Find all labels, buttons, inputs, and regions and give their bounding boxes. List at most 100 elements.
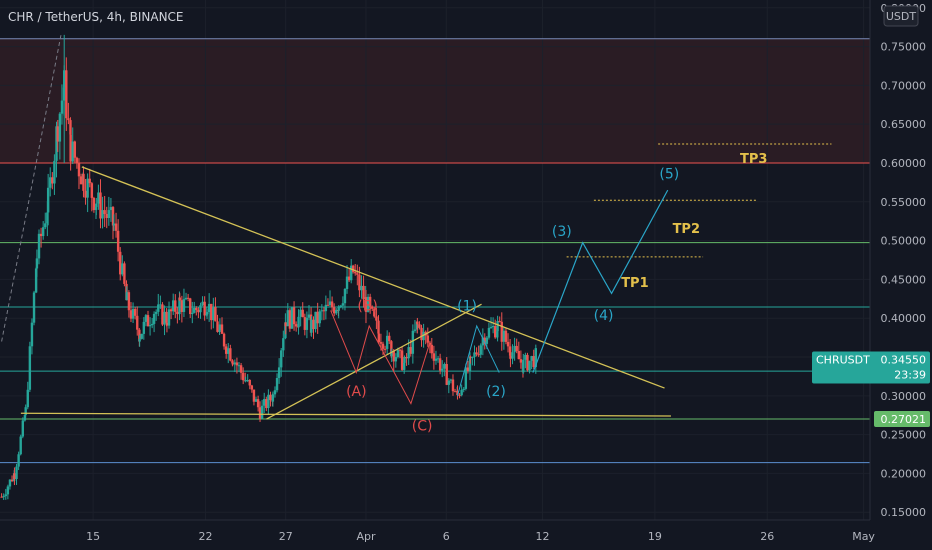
- candle-body: [394, 357, 398, 362]
- candle-body: [528, 360, 531, 371]
- candle-body: [398, 349, 402, 351]
- candle-body: [154, 311, 158, 314]
- candle-body: [37, 233, 41, 259]
- candle-body: [99, 192, 102, 219]
- candle-body: [86, 178, 89, 198]
- candle-body: [144, 315, 148, 322]
- candle-body: [377, 333, 381, 343]
- tp-label: TP3: [740, 152, 767, 167]
- candle-body: [307, 314, 311, 318]
- candle-body: [13, 473, 16, 480]
- candle-body: [6, 486, 10, 495]
- candle-body: [436, 358, 440, 360]
- candle-body: [456, 390, 459, 396]
- candle-body: [477, 354, 480, 356]
- candle-body: [513, 345, 516, 353]
- candle-body: [44, 223, 47, 228]
- candle-body: [381, 343, 385, 349]
- candle-body: [496, 320, 499, 332]
- candle-body: [322, 310, 326, 312]
- currency-button[interactable]: USDT: [883, 5, 919, 27]
- candle-body: [56, 126, 59, 142]
- candle-body: [220, 324, 224, 334]
- candle-body: [453, 391, 457, 393]
- symbol-label: CHRUSDT: [816, 354, 870, 367]
- candle-body: [250, 385, 254, 390]
- candle-body: [51, 177, 54, 184]
- candle-body: [350, 265, 353, 281]
- candle-body: [205, 312, 209, 315]
- candle-body: [111, 207, 115, 226]
- candle-body: [235, 362, 239, 366]
- candle-body: [140, 333, 143, 339]
- candle-body: [129, 310, 133, 319]
- candle-body: [277, 367, 281, 378]
- candle-body: [316, 311, 319, 324]
- candle-body: [260, 405, 264, 419]
- candle-body: [368, 296, 372, 307]
- candle-body: [396, 349, 400, 358]
- candle-body: [2, 496, 5, 498]
- candle-body: [191, 312, 194, 315]
- candle-body: [26, 389, 29, 408]
- candle-body: [218, 324, 222, 331]
- candle-body: [109, 207, 113, 211]
- candle-body: [105, 214, 108, 218]
- candle-body: [180, 300, 184, 312]
- y-tick-label: 0.40000: [881, 312, 927, 325]
- candle-body: [214, 307, 217, 322]
- candle-body: [212, 307, 215, 321]
- candle-body: [203, 301, 206, 316]
- trendline: [266, 303, 482, 420]
- candle-body: [356, 273, 359, 275]
- candles: [0, 34, 538, 500]
- candle-body: [451, 379, 455, 392]
- candle-body: [92, 197, 96, 211]
- wave-projection: [532, 189, 669, 373]
- candle-body: [273, 390, 277, 395]
- candle-body: [131, 308, 135, 319]
- candle-body: [339, 305, 342, 307]
- candle-body: [475, 352, 478, 355]
- candle-body: [258, 407, 262, 419]
- candle-body: [23, 415, 27, 421]
- tp-label: TP1: [621, 276, 648, 291]
- candle-body: [447, 380, 451, 385]
- candle-body: [432, 353, 436, 361]
- current-price-tag: CHRUSDT 0.34550 23:39: [812, 351, 930, 384]
- early-trend-dashed-line: [1, 34, 62, 342]
- candle-body: [65, 70, 68, 119]
- candle-body: [171, 300, 175, 312]
- candle-body: [301, 309, 304, 318]
- candle-body: [189, 298, 192, 315]
- candle-body: [0, 496, 3, 498]
- candle-body: [71, 141, 74, 162]
- candle-body: [237, 365, 241, 367]
- x-tick-label: 22: [198, 530, 212, 543]
- candle-body: [371, 306, 374, 309]
- y-tick-label: 0.55000: [881, 196, 927, 209]
- candle-body: [150, 323, 154, 326]
- wave-label: (5): [659, 167, 679, 183]
- price-scale[interactable]: [870, 0, 932, 520]
- candle-body: [532, 356, 535, 368]
- candle-body: [504, 330, 508, 342]
- time-axis-ticks: 15 22 27 Apr 6 12 19 26 May: [86, 530, 875, 543]
- time-scale[interactable]: [0, 520, 870, 550]
- candle-body: [445, 364, 448, 385]
- candle-body: [24, 407, 27, 416]
- candle-body: [30, 322, 34, 347]
- candle-body: [216, 321, 219, 332]
- candle-body: [489, 326, 493, 328]
- candle-body: [73, 141, 77, 158]
- wave-label: (C): [412, 419, 433, 435]
- candle-body: [290, 307, 294, 329]
- candle-body: [471, 357, 474, 359]
- candle-body: [305, 317, 309, 330]
- resistance-zone-band: [0, 38, 870, 163]
- candle-body: [481, 337, 485, 346]
- currency-button-label: USDT: [886, 10, 917, 23]
- candle-body: [434, 358, 438, 361]
- candle-body: [182, 299, 186, 312]
